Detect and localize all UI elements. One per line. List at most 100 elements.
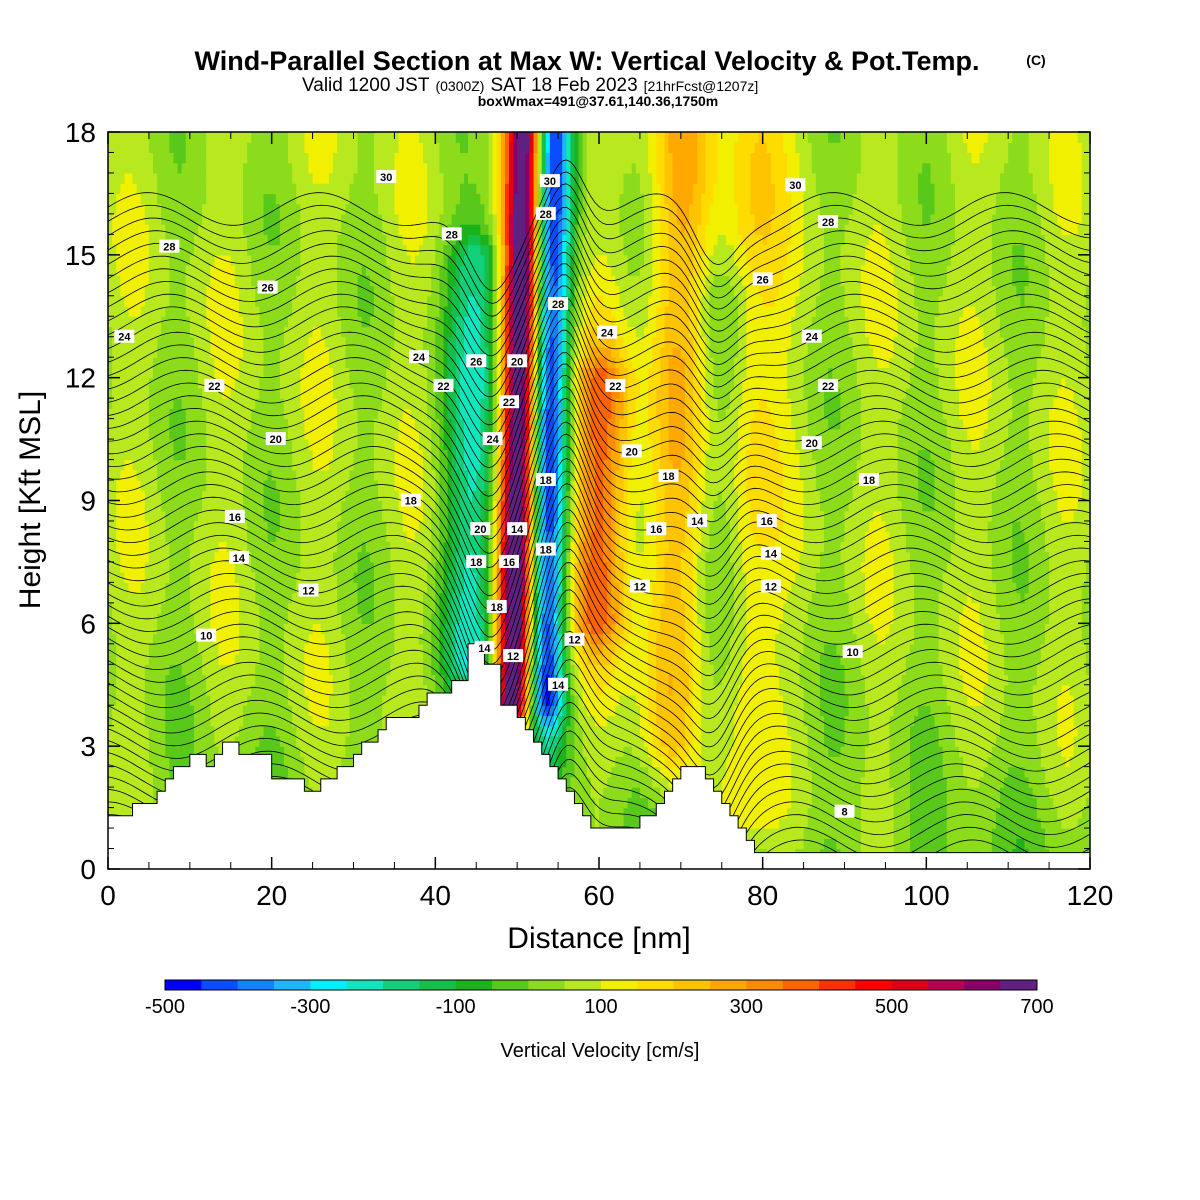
velocity-cell bbox=[734, 725, 739, 737]
velocity-cell bbox=[774, 776, 780, 788]
velocity-cell bbox=[177, 725, 183, 737]
velocity-cell bbox=[582, 684, 588, 696]
velocity-cell bbox=[349, 684, 355, 696]
velocity-cell bbox=[226, 654, 232, 665]
velocity-cell bbox=[136, 735, 142, 747]
velocity-cell bbox=[750, 817, 756, 829]
velocity-cell bbox=[914, 817, 919, 829]
velocity-cell bbox=[566, 654, 571, 665]
velocity-cell bbox=[734, 787, 739, 798]
velocity-cell bbox=[414, 674, 420, 686]
velocity-cell bbox=[770, 797, 776, 809]
velocity-cell bbox=[112, 694, 117, 706]
velocity-cell bbox=[840, 694, 846, 706]
velocity-cell bbox=[795, 807, 801, 819]
velocity-cell bbox=[832, 817, 837, 829]
velocity-cell bbox=[255, 654, 260, 665]
velocity-cell bbox=[365, 694, 371, 706]
velocity-cell bbox=[934, 725, 940, 737]
velocity-cell bbox=[165, 756, 170, 768]
velocity-cell bbox=[873, 705, 878, 717]
velocity-cell bbox=[783, 735, 788, 747]
velocity-cell bbox=[1028, 664, 1034, 676]
velocity-cell bbox=[803, 828, 809, 839]
velocity-cell bbox=[1077, 797, 1083, 809]
velocity-cell bbox=[750, 797, 756, 809]
velocity-cell bbox=[312, 776, 318, 788]
velocity-cell bbox=[603, 725, 608, 737]
velocity-cell bbox=[660, 674, 666, 686]
velocity-cell bbox=[979, 838, 985, 850]
velocity-cell bbox=[578, 674, 584, 686]
velocity-cell bbox=[909, 715, 915, 727]
velocity-cell bbox=[873, 828, 878, 839]
velocity-cell bbox=[934, 807, 940, 819]
velocity-cell bbox=[766, 715, 772, 727]
velocity-cell bbox=[946, 674, 952, 686]
velocity-cell bbox=[333, 766, 338, 778]
velocity-cell bbox=[954, 766, 960, 778]
velocity-cell bbox=[267, 725, 273, 737]
velocity-cell bbox=[725, 654, 731, 665]
velocity-cell bbox=[799, 746, 805, 758]
velocity-cell bbox=[574, 664, 580, 676]
velocity-cell bbox=[611, 705, 616, 717]
velocity-cell bbox=[328, 684, 334, 696]
velocity-cell bbox=[971, 705, 977, 717]
velocity-cell bbox=[234, 664, 240, 676]
velocity-cell bbox=[754, 787, 760, 798]
velocity-cell bbox=[1036, 715, 1042, 727]
velocity-cell bbox=[619, 725, 625, 737]
velocity-cell bbox=[758, 715, 764, 727]
velocity-cell bbox=[120, 735, 125, 747]
velocity-cell bbox=[1057, 776, 1062, 788]
velocity-cell bbox=[116, 776, 121, 788]
velocity-cell bbox=[320, 694, 326, 706]
velocity-cell bbox=[283, 705, 289, 717]
velocity-cell bbox=[1073, 756, 1079, 768]
velocity-cell bbox=[124, 674, 130, 686]
velocity-cell bbox=[255, 705, 260, 717]
velocity-cell bbox=[263, 674, 269, 686]
velocity-cell bbox=[1049, 787, 1054, 798]
velocity-cell bbox=[328, 654, 334, 665]
velocity-cell bbox=[779, 735, 784, 747]
velocity-cell bbox=[607, 725, 612, 737]
velocity-cell bbox=[1028, 705, 1034, 717]
velocity-cell bbox=[680, 715, 686, 727]
velocity-cell bbox=[693, 664, 698, 676]
velocity-cell bbox=[995, 838, 1001, 850]
velocity-cell bbox=[193, 746, 199, 758]
velocity-cell bbox=[631, 684, 637, 696]
velocity-cell bbox=[815, 705, 821, 717]
velocity-cell bbox=[869, 807, 874, 819]
velocity-cell bbox=[1073, 766, 1079, 778]
velocity-cell bbox=[324, 715, 330, 727]
velocity-cell bbox=[824, 776, 829, 788]
velocity-cell bbox=[279, 746, 285, 758]
velocity-cell bbox=[169, 766, 175, 778]
velocity-cell bbox=[230, 654, 236, 665]
velocity-cell bbox=[734, 694, 739, 706]
velocity-cell bbox=[852, 725, 858, 737]
velocity-cell bbox=[758, 817, 764, 829]
velocity-cell bbox=[770, 776, 776, 788]
velocity-cell bbox=[897, 807, 903, 819]
velocity-cell bbox=[746, 828, 751, 839]
velocity-cell bbox=[1073, 746, 1079, 758]
velocity-cell bbox=[881, 787, 887, 798]
velocity-cell bbox=[995, 756, 1001, 768]
velocity-cell bbox=[848, 766, 854, 778]
velocity-cell bbox=[648, 766, 653, 778]
velocity-cell bbox=[623, 715, 629, 727]
velocity-cell bbox=[897, 705, 903, 717]
velocity-cell bbox=[963, 838, 968, 850]
velocity-cell bbox=[668, 684, 674, 696]
velocity-cell bbox=[185, 694, 191, 706]
velocity-cell bbox=[881, 756, 887, 768]
velocity-cell bbox=[799, 787, 805, 798]
velocity-cell bbox=[402, 664, 408, 676]
velocity-cell bbox=[181, 735, 187, 747]
velocity-cell bbox=[349, 654, 355, 665]
velocity-cell bbox=[398, 664, 404, 676]
